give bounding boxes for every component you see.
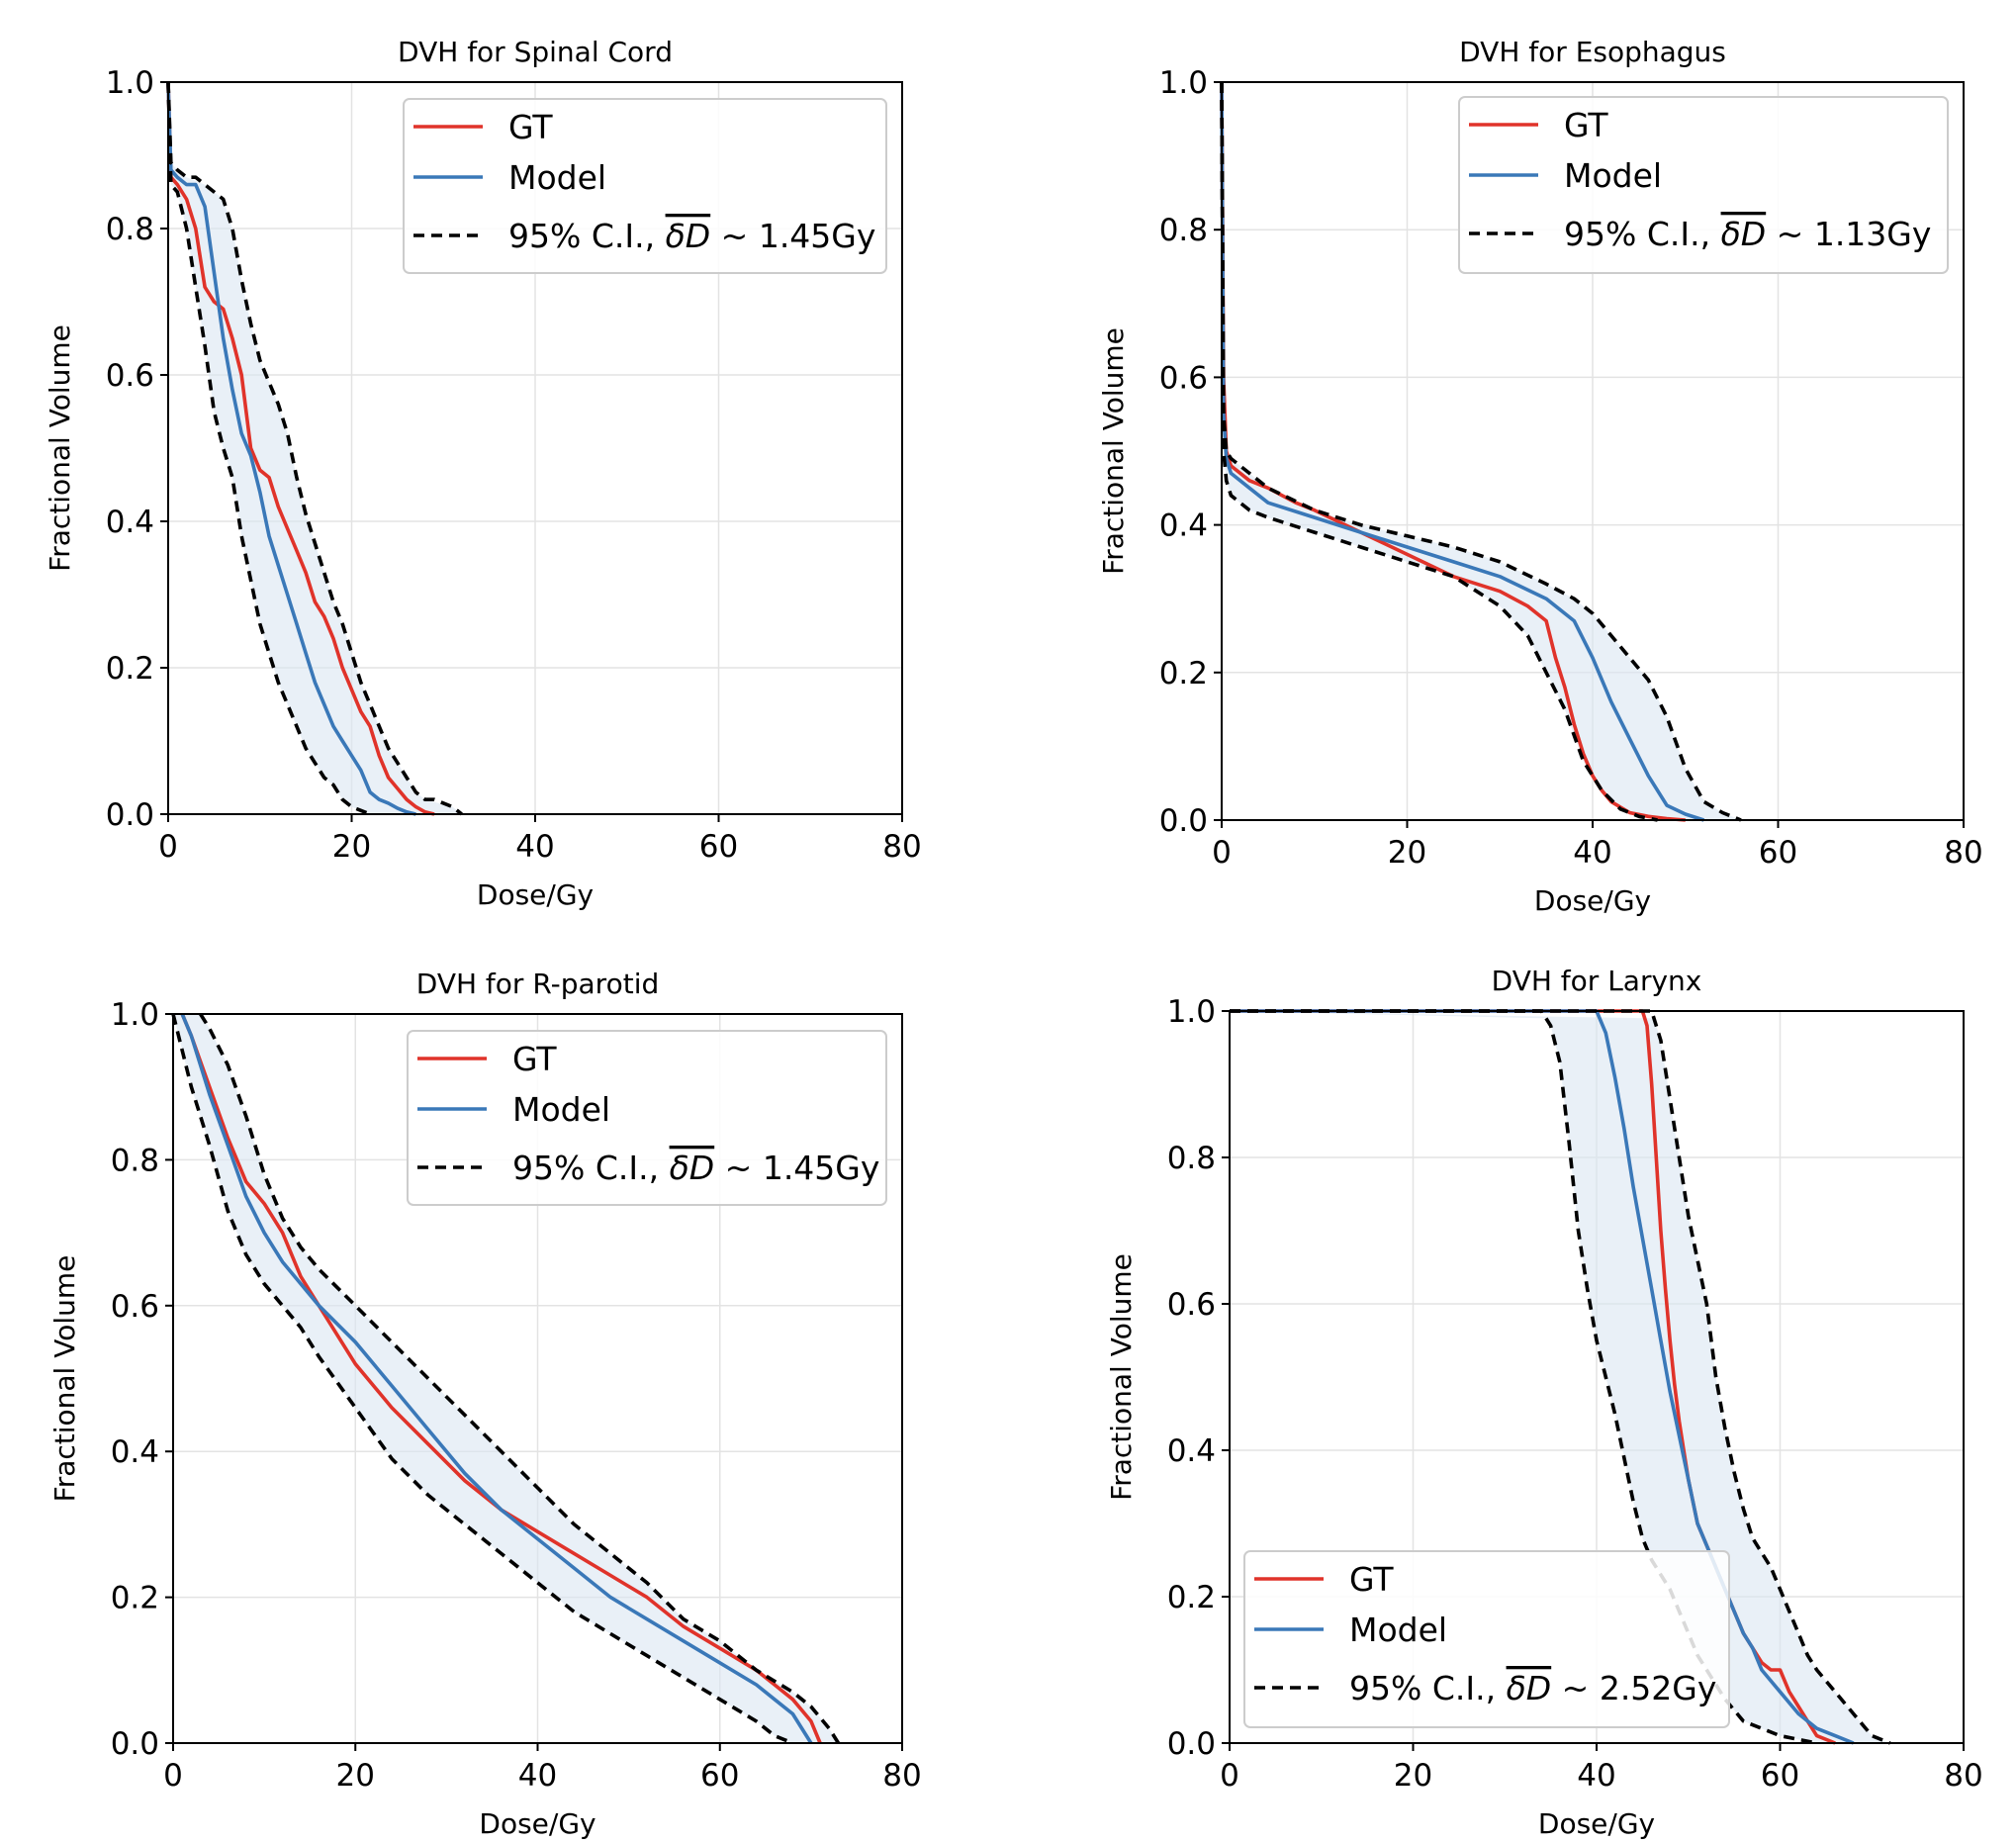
x-tick-label: 20 <box>1394 1758 1432 1794</box>
legend-gt-label: GT <box>512 1040 557 1078</box>
y-tick-label: 0.2 <box>106 651 154 687</box>
y-tick-label: 1.0 <box>1159 65 1208 101</box>
y-tick-label: 0.0 <box>106 797 154 833</box>
y-axis-label: Fractional Volume <box>44 324 76 572</box>
y-tick-label: 0.4 <box>1159 508 1208 544</box>
x-tick-label: 40 <box>1577 1758 1615 1794</box>
y-tick-label: 0.6 <box>111 1289 159 1325</box>
y-tick-label: 0.4 <box>106 505 154 540</box>
y-tick-label: 0.8 <box>1159 213 1208 248</box>
y-tick-label: 0.4 <box>111 1434 159 1470</box>
legend: GT Model 95% C.I., δD ~ 2.52Gy <box>1243 1550 1730 1728</box>
panel-title: DVH for Spinal Cord <box>398 36 673 68</box>
y-tick-label: 0.0 <box>1167 1726 1216 1762</box>
y-tick-label: 1.0 <box>1167 994 1216 1030</box>
legend-ci-label: 95% C.I., δD ~ 1.13Gy <box>1564 215 1931 253</box>
x-tick-label: 60 <box>700 1758 739 1794</box>
y-tick-label: 0.8 <box>111 1143 159 1178</box>
y-tick-label: 1.0 <box>106 65 154 101</box>
x-tick-label: 60 <box>1759 835 1797 871</box>
legend-box <box>1243 1550 1730 1728</box>
legend-gt-label: GT <box>508 108 553 146</box>
y-tick-label: 0.0 <box>1159 803 1208 839</box>
x-tick-label: 80 <box>882 829 921 865</box>
y-axis-label: Fractional Volume <box>1105 1253 1138 1501</box>
x-tick-label: 20 <box>336 1758 375 1794</box>
legend-ci-label: 95% C.I., δD ~ 2.52Gy <box>1349 1669 1716 1707</box>
legend-ci-label: 95% C.I., δD ~ 1.45Gy <box>512 1149 879 1187</box>
legend-box <box>403 98 887 274</box>
legend-model-label: Model <box>512 1090 610 1129</box>
series-line-ci-upper <box>166 81 463 816</box>
y-tick-label: 0.6 <box>1159 360 1208 396</box>
series-line-model <box>1220 81 1705 822</box>
y-tick-label: 0.6 <box>1167 1287 1216 1323</box>
series-line-model <box>166 81 416 816</box>
chart-panel-4: 0 20 40 60 80 0.0 0.2 0.4 0.6 0.8 1.0 DVH for Laryn… <box>1105 965 1983 1840</box>
y-tick-label: 0.2 <box>111 1581 159 1616</box>
panel-title: DVH for Esophagus <box>1459 36 1726 68</box>
x-axis-label: Dose/Gy <box>479 1807 596 1840</box>
y-axis-label: Fractional Volume <box>1097 327 1130 575</box>
legend: GT Model 95% C.I., δD ~ 1.45Gy <box>407 1030 887 1206</box>
x-tick-label: 20 <box>1388 835 1426 871</box>
x-tick-label: 40 <box>518 1758 557 1794</box>
y-axis-label: Fractional Volume <box>48 1255 81 1503</box>
chart-panel-1: 0 20 40 60 80 0.0 0.2 0.4 0.6 0.8 1.0 DVH for Spina… <box>44 36 922 911</box>
x-tick-label: 40 <box>515 829 554 865</box>
x-tick-label: 60 <box>1761 1758 1799 1794</box>
legend-gt-label: GT <box>1564 106 1608 144</box>
chart-panel-3: 0 20 40 60 80 0.0 0.2 0.4 0.6 0.8 1.0 DVH for R-par… <box>48 968 922 1840</box>
x-tick-label: 80 <box>882 1758 921 1794</box>
series-line-ci-upper <box>1230 1009 1891 1745</box>
legend-gt-label: GT <box>1349 1560 1394 1599</box>
legend-ci-label: 95% C.I., δD ~ 1.45Gy <box>508 217 875 255</box>
panel-title: DVH for Larynx <box>1492 965 1702 997</box>
y-tick-label: 0.2 <box>1167 1580 1216 1615</box>
x-tick-label: 60 <box>699 829 738 865</box>
legend-model-label: Model <box>508 158 606 197</box>
panel-title: DVH for R-parotid <box>416 968 660 1000</box>
legend-model-label: Model <box>1564 156 1662 195</box>
x-tick-label: 0 <box>1212 835 1232 871</box>
x-tick-label: 0 <box>1220 1758 1239 1794</box>
legend-model-label: Model <box>1349 1611 1447 1649</box>
y-tick-label: 0.2 <box>1159 656 1208 692</box>
series-line-ci-upper <box>199 1013 841 1744</box>
series-line-ci-lower <box>171 1013 794 1745</box>
x-axis-label: Dose/Gy <box>1538 1807 1655 1840</box>
series-line-gt <box>166 81 435 816</box>
series-line-ci-lower <box>1220 81 1658 822</box>
series-line-ci-lower <box>166 81 371 816</box>
x-tick-label: 80 <box>1944 1758 1982 1794</box>
x-axis-label: Dose/Gy <box>477 878 594 911</box>
y-tick-label: 0.8 <box>1167 1141 1216 1176</box>
x-tick-label: 40 <box>1573 835 1611 871</box>
x-tick-label: 0 <box>158 829 178 865</box>
x-tick-label: 80 <box>1944 835 1982 871</box>
x-tick-label: 0 <box>163 1758 183 1794</box>
legend-box <box>407 1030 887 1206</box>
legend-box <box>1458 96 1949 274</box>
y-tick-label: 0.0 <box>111 1726 159 1762</box>
x-tick-label: 20 <box>332 829 371 865</box>
legend: GT Model 95% C.I., δD ~ 1.13Gy <box>1458 96 1949 274</box>
chart-panel-2: 0 20 40 60 80 0.0 0.2 0.4 0.6 0.8 1.0 DVH for Esoph… <box>1097 36 1983 917</box>
y-tick-label: 0.4 <box>1167 1433 1216 1469</box>
confidence-band <box>168 82 462 814</box>
x-axis-label: Dose/Gy <box>1534 884 1651 917</box>
y-tick-label: 1.0 <box>111 997 159 1033</box>
legend: GT Model 95% C.I., δD ~ 1.45Gy <box>403 98 887 274</box>
y-tick-label: 0.6 <box>106 358 154 394</box>
series-line-model <box>1230 1009 1855 1745</box>
y-tick-label: 0.8 <box>106 212 154 247</box>
series-line-model <box>180 1013 813 1744</box>
series-line-ci-upper <box>1220 81 1742 822</box>
